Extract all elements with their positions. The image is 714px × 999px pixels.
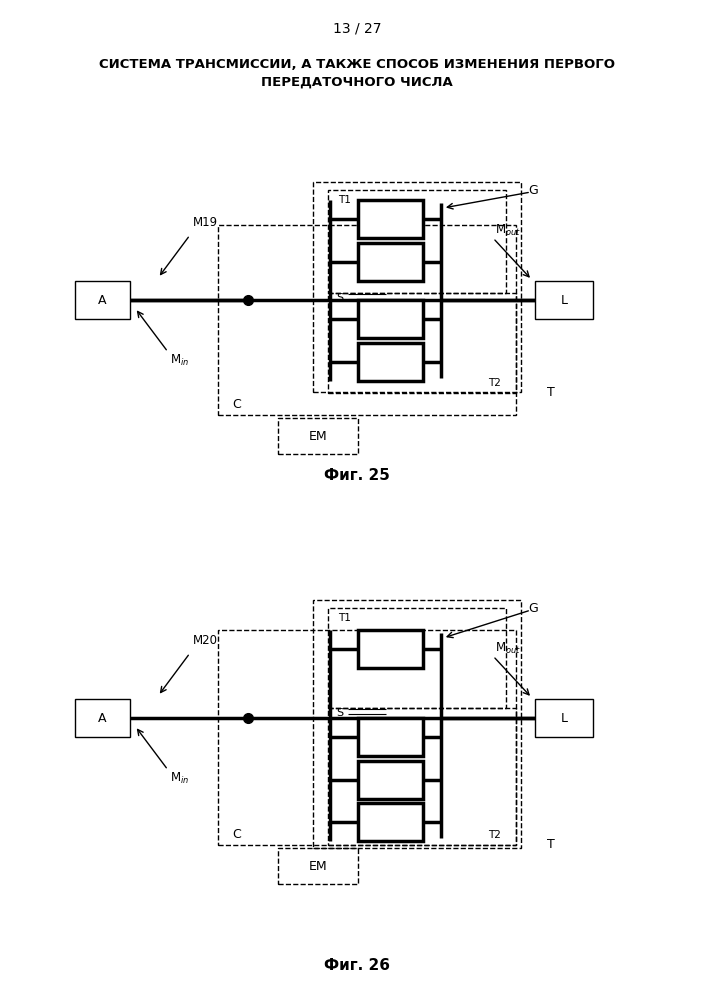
Text: 6: 6 xyxy=(386,213,394,226)
Bar xyxy=(358,803,423,841)
Bar xyxy=(358,718,423,756)
Text: Фиг. 26: Фиг. 26 xyxy=(324,957,390,972)
Text: EM: EM xyxy=(308,430,327,443)
Text: 3,5: 3,5 xyxy=(381,642,401,655)
Bar xyxy=(535,281,593,319)
Text: T: T xyxy=(547,387,555,400)
Text: S: S xyxy=(336,708,343,718)
Text: СИСТЕМА ТРАНСМИССИИ, А ТАКЖЕ СПОСОБ ИЗМЕНЕНИЯ ПЕРВОГО: СИСТЕМА ТРАНСМИССИИ, А ТАКЖЕ СПОСОБ ИЗМЕ… xyxy=(99,59,615,72)
Text: 13 / 27: 13 / 27 xyxy=(333,21,381,35)
Text: T1: T1 xyxy=(338,613,351,623)
Text: 4: 4 xyxy=(386,773,394,786)
Bar xyxy=(218,630,516,845)
Bar xyxy=(278,848,358,884)
Text: M$_{out}$: M$_{out}$ xyxy=(495,223,521,238)
Bar xyxy=(328,190,506,293)
Text: EM: EM xyxy=(308,859,327,872)
Bar xyxy=(328,608,506,708)
Text: A: A xyxy=(99,294,107,307)
Bar xyxy=(358,200,423,238)
Bar xyxy=(328,708,516,845)
Text: ПЕРЕДАТОЧНОГО ЧИСЛА: ПЕРЕДАТОЧНОГО ЧИСЛА xyxy=(261,76,453,89)
Text: M20: M20 xyxy=(193,634,218,647)
Text: C: C xyxy=(232,828,241,841)
Text: M$_{out}$: M$_{out}$ xyxy=(495,640,521,655)
Bar xyxy=(75,699,130,737)
Text: T1: T1 xyxy=(338,195,351,205)
Bar xyxy=(218,225,516,415)
Text: 1,2: 1,2 xyxy=(381,730,401,743)
Text: C: C xyxy=(232,399,241,412)
Text: S: S xyxy=(336,293,343,303)
Text: G: G xyxy=(528,601,538,614)
Bar xyxy=(313,182,521,392)
Text: 6: 6 xyxy=(386,815,394,828)
Text: 3: 3 xyxy=(386,256,394,269)
Text: M$_{in}$: M$_{in}$ xyxy=(170,353,189,368)
Text: T2: T2 xyxy=(488,830,501,840)
Bar xyxy=(278,418,358,454)
Text: L: L xyxy=(560,294,568,307)
Bar xyxy=(358,243,423,281)
Bar xyxy=(313,600,521,848)
Text: L: L xyxy=(560,711,568,724)
Bar xyxy=(328,293,516,393)
Text: M$_{in}$: M$_{in}$ xyxy=(170,770,189,785)
Bar xyxy=(358,630,423,668)
Text: A: A xyxy=(99,711,107,724)
Bar xyxy=(358,761,423,799)
Text: Фиг. 25: Фиг. 25 xyxy=(324,468,390,483)
Text: T: T xyxy=(547,838,555,851)
Text: G: G xyxy=(528,184,538,197)
Bar xyxy=(75,281,130,319)
Text: T2: T2 xyxy=(488,378,501,388)
Text: M19: M19 xyxy=(193,217,218,230)
Bar xyxy=(358,343,423,381)
Text: 1,2: 1,2 xyxy=(381,313,401,326)
Text: 4,5: 4,5 xyxy=(381,356,401,369)
Bar xyxy=(535,699,593,737)
Bar xyxy=(358,300,423,338)
